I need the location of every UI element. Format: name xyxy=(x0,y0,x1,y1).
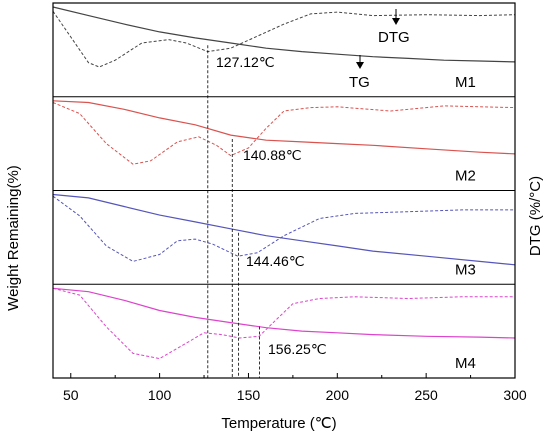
tg-arrow-head xyxy=(356,62,364,69)
x-tick-label: 150 xyxy=(237,387,261,403)
y-axis-label-left: Weight Remaining(%) xyxy=(5,165,22,311)
dtg-curve-m2 xyxy=(52,102,516,165)
sample-label-m1: M1 xyxy=(455,74,476,91)
x-tick-label: 250 xyxy=(414,387,438,403)
x-tick-label: 50 xyxy=(63,387,79,403)
tg-curve-m2 xyxy=(52,100,516,155)
y-axis-label-right: DTG (%/°C) xyxy=(527,176,544,256)
dtg-arrow-head xyxy=(392,18,400,25)
peak-label-m1: 127.12℃ xyxy=(216,54,275,70)
dtg-curve-m4 xyxy=(52,287,515,360)
axis-layer: 50 100 150 200 250 300 xyxy=(52,2,527,403)
tg-curve-m3 xyxy=(52,193,516,266)
sample-label-m3: M3 xyxy=(455,261,476,278)
dtg-curve-m1 xyxy=(52,11,516,68)
x-axis-label: Temperature (℃) xyxy=(221,415,336,432)
peak-label-m4: 156.25℃ xyxy=(268,341,327,357)
dtg-curve-m3 xyxy=(52,195,515,262)
dtg-label: DTG xyxy=(378,29,410,46)
x-tick-label: 300 xyxy=(503,387,527,403)
sample-label-m2: M2 xyxy=(455,168,476,185)
tg-curve-m1 xyxy=(52,6,516,63)
peak-label-m2: 140.88℃ xyxy=(243,147,302,163)
tg-curve-m4 xyxy=(52,287,516,339)
peak-label-m3: 144.46℃ xyxy=(246,253,305,269)
x-tick-label: 200 xyxy=(326,387,350,403)
sample-label-m4: M4 xyxy=(455,355,476,372)
plot-frame xyxy=(52,2,516,379)
x-tick-label: 100 xyxy=(148,387,172,403)
plot-layer: M1 M2 M3 M4 127.12℃ 140.88℃ 144.46℃ 156.25℃ DTG T… xyxy=(52,6,516,378)
tg-label: TG xyxy=(349,74,370,91)
